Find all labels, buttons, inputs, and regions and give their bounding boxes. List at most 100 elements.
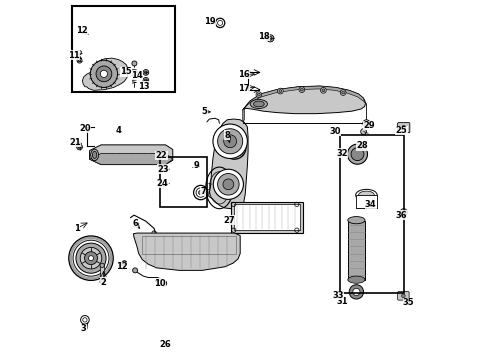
Circle shape [144,79,147,82]
Circle shape [100,263,104,267]
Text: 28: 28 [356,141,367,150]
Circle shape [213,169,243,199]
Text: 13: 13 [137,82,149,91]
Circle shape [399,209,407,216]
Text: 23: 23 [157,165,168,174]
Circle shape [401,126,405,130]
Circle shape [278,90,281,93]
Polygon shape [208,119,247,209]
Bar [339,135,403,293]
Bar [355,195,376,208]
Bar [233,204,299,230]
Text: 5: 5 [201,107,207,116]
Text: 20: 20 [79,123,91,132]
Circle shape [96,66,112,82]
Ellipse shape [250,99,267,108]
Circle shape [257,93,260,96]
Ellipse shape [347,276,364,283]
Circle shape [100,70,107,77]
Bar [72,6,174,92]
Text: 16: 16 [238,70,249,79]
Circle shape [362,120,369,127]
Text: 4: 4 [115,126,121,135]
Text: 30: 30 [328,127,340,136]
Text: 36: 36 [395,211,407,220]
Circle shape [401,211,405,214]
Text: 35: 35 [402,298,414,307]
Circle shape [217,129,242,154]
Polygon shape [82,58,128,90]
Text: 1: 1 [74,224,80,233]
Text: 7: 7 [200,187,206,196]
Bar [100,265,104,282]
Circle shape [268,37,271,40]
Bar [230,202,302,233]
Circle shape [341,91,344,94]
Text: 15: 15 [120,67,132,76]
Circle shape [223,179,233,190]
Text: 12: 12 [76,26,88,35]
Ellipse shape [355,189,376,201]
Circle shape [78,145,81,148]
Text: 8: 8 [224,131,230,140]
FancyBboxPatch shape [397,292,408,300]
Circle shape [122,261,126,266]
Circle shape [277,88,283,94]
Circle shape [198,190,203,195]
Ellipse shape [92,151,97,158]
Text: 18: 18 [258,32,269,41]
Circle shape [76,243,106,273]
Circle shape [77,58,82,63]
Circle shape [90,60,117,87]
Text: 9: 9 [193,161,199,170]
Polygon shape [89,145,172,165]
Polygon shape [133,233,240,270]
Circle shape [352,288,359,296]
Circle shape [132,61,137,66]
Polygon shape [242,86,365,114]
Circle shape [69,236,113,280]
Circle shape [350,148,363,161]
Text: 10: 10 [154,279,166,288]
Ellipse shape [253,101,264,107]
Circle shape [340,90,346,95]
Circle shape [122,261,126,265]
Polygon shape [242,86,364,110]
Text: 12: 12 [116,262,127,271]
Text: 2: 2 [101,278,106,287]
Text: 22: 22 [155,151,167,160]
Bar [347,221,364,280]
Circle shape [217,174,239,195]
Circle shape [348,285,363,299]
Circle shape [88,256,93,261]
Bar [142,236,235,253]
Circle shape [142,77,148,83]
Text: 11: 11 [68,51,80,60]
Text: 26: 26 [159,340,170,349]
Ellipse shape [358,191,373,199]
Circle shape [401,294,405,298]
Text: 32: 32 [336,149,347,158]
Text: 6: 6 [132,219,138,228]
Circle shape [142,69,148,75]
Circle shape [321,89,324,92]
Circle shape [100,280,104,284]
Text: 24: 24 [157,179,168,188]
Circle shape [300,88,303,91]
Text: 21: 21 [69,138,81,147]
FancyBboxPatch shape [397,123,409,133]
Circle shape [161,280,166,286]
Circle shape [84,252,97,265]
Text: 29: 29 [363,121,374,130]
Text: 14: 14 [131,71,142,80]
Circle shape [360,129,366,134]
Ellipse shape [90,149,99,161]
Polygon shape [89,153,172,165]
Circle shape [266,35,273,42]
Text: 3: 3 [81,324,86,333]
Circle shape [132,268,137,273]
Circle shape [223,135,236,148]
Polygon shape [242,108,244,122]
Circle shape [255,92,261,98]
Ellipse shape [347,217,364,224]
